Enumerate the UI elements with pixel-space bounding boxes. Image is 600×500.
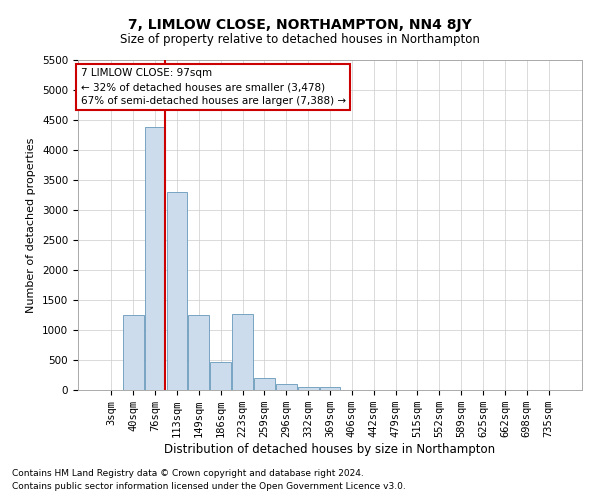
Text: 7, LIMLOW CLOSE, NORTHAMPTON, NN4 8JY: 7, LIMLOW CLOSE, NORTHAMPTON, NN4 8JY: [128, 18, 472, 32]
Text: Size of property relative to detached houses in Northampton: Size of property relative to detached ho…: [120, 32, 480, 46]
Bar: [123, 315, 143, 390]
Bar: [145, 127, 166, 390]
Bar: [254, 378, 275, 390]
Text: Contains HM Land Registry data © Crown copyright and database right 2024.: Contains HM Land Registry data © Crown c…: [12, 468, 364, 477]
X-axis label: Distribution of detached houses by size in Northampton: Distribution of detached houses by size …: [164, 443, 496, 456]
Y-axis label: Number of detached properties: Number of detached properties: [26, 138, 37, 312]
Bar: [210, 362, 231, 390]
Text: Contains public sector information licensed under the Open Government Licence v3: Contains public sector information licen…: [12, 482, 406, 491]
Text: 7 LIMLOW CLOSE: 97sqm
← 32% of detached houses are smaller (3,478)
67% of semi-d: 7 LIMLOW CLOSE: 97sqm ← 32% of detached …: [80, 68, 346, 106]
Bar: [232, 314, 253, 390]
Bar: [167, 192, 187, 390]
Bar: [298, 386, 319, 390]
Bar: [188, 315, 209, 390]
Bar: [320, 387, 340, 390]
Bar: [276, 384, 296, 390]
